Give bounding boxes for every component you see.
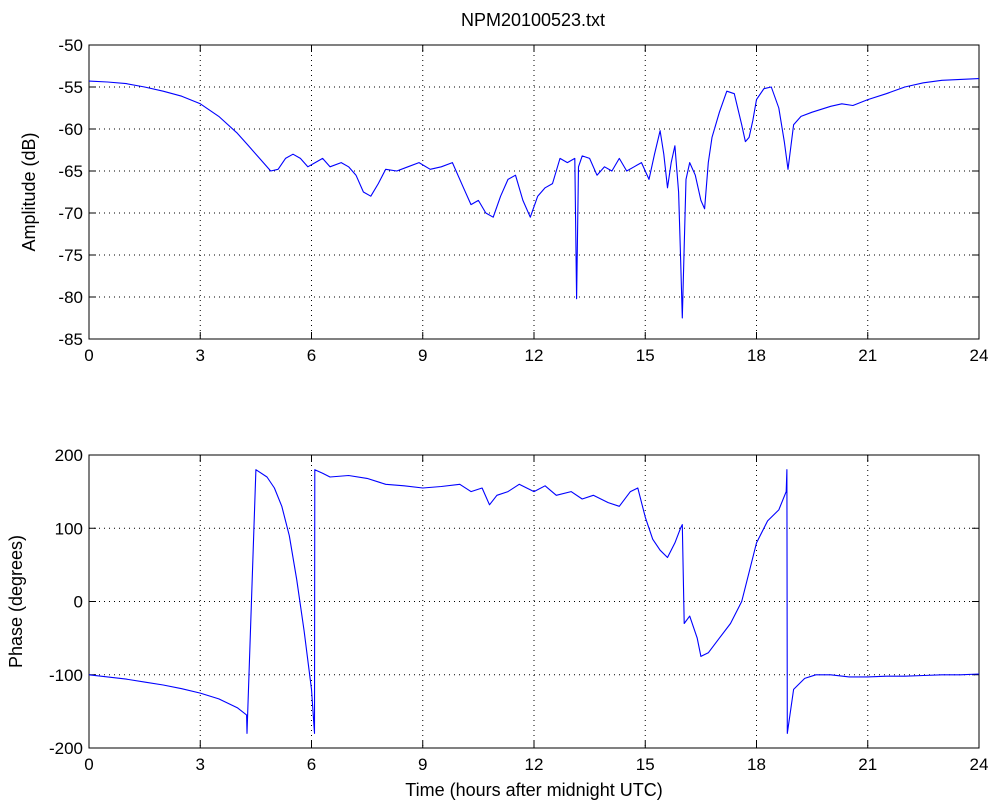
amplitude-axes: 0 3 6 9 12 15 18 21 24 -85 -80 -75 -70 -65 -60 -55 -50 Am… <box>19 36 988 365</box>
amplitude-y-tick-label: -60 <box>58 120 83 139</box>
amplitude-x-tick-label: 3 <box>196 346 205 365</box>
amplitude-y-tick-label: -85 <box>58 330 83 349</box>
amplitude-x-tick-label: 21 <box>858 346 877 365</box>
amplitude-y-tick-label: -55 <box>58 78 83 97</box>
phase-x-tick-label: 0 <box>84 755 93 774</box>
phase-y-tick-label: -100 <box>49 666 83 685</box>
amplitude-x-tick-label: 0 <box>84 346 93 365</box>
phase-y-tick-label: 100 <box>55 519 83 538</box>
amplitude-y-axis-label: Amplitude (dB) <box>19 132 39 251</box>
amplitude-x-tick-label: 6 <box>307 346 316 365</box>
amplitude-y-tick-label: -80 <box>58 288 83 307</box>
phase-y-tick-label: 200 <box>55 446 83 465</box>
amplitude-plot-area <box>88 44 980 340</box>
phase-axes: 0 3 6 9 12 15 18 21 24 -200 -100 0 100 200 Phase (degr… <box>6 446 988 800</box>
amplitude-x-tick-label: 24 <box>970 346 989 365</box>
phase-y-tick-label: 0 <box>74 593 83 612</box>
phase-x-tick-label: 18 <box>747 755 766 774</box>
phase-x-tick-label: 12 <box>525 755 544 774</box>
amplitude-y-tick-label: -70 <box>58 204 83 223</box>
amplitude-x-tick-label: 15 <box>636 346 655 365</box>
amplitude-x-tick-label: 9 <box>418 346 427 365</box>
amplitude-series-line <box>88 78 980 319</box>
phase-series-line <box>88 469 980 734</box>
phase-y-tick-label: -200 <box>49 739 83 758</box>
amplitude-x-tick-label: 18 <box>747 346 766 365</box>
figure-title: NPM20100523.txt <box>461 10 605 30</box>
amplitude-y-tick-label: -65 <box>58 162 83 181</box>
phase-x-tick-label: 6 <box>307 755 316 774</box>
amplitude-y-tick-label: -75 <box>58 246 83 265</box>
phase-x-tick-label: 21 <box>858 755 877 774</box>
phase-x-axis-label: Time (hours after midnight UTC) <box>405 780 662 800</box>
phase-y-axis-label: Phase (degrees) <box>6 535 26 668</box>
phase-x-tick-label: 3 <box>196 755 205 774</box>
phase-x-tick-label: 24 <box>970 755 989 774</box>
phase-x-tick-label: 9 <box>418 755 427 774</box>
phase-x-tick-label: 15 <box>636 755 655 774</box>
amplitude-y-tick-label: -50 <box>58 36 83 55</box>
amplitude-x-tick-label: 12 <box>525 346 544 365</box>
